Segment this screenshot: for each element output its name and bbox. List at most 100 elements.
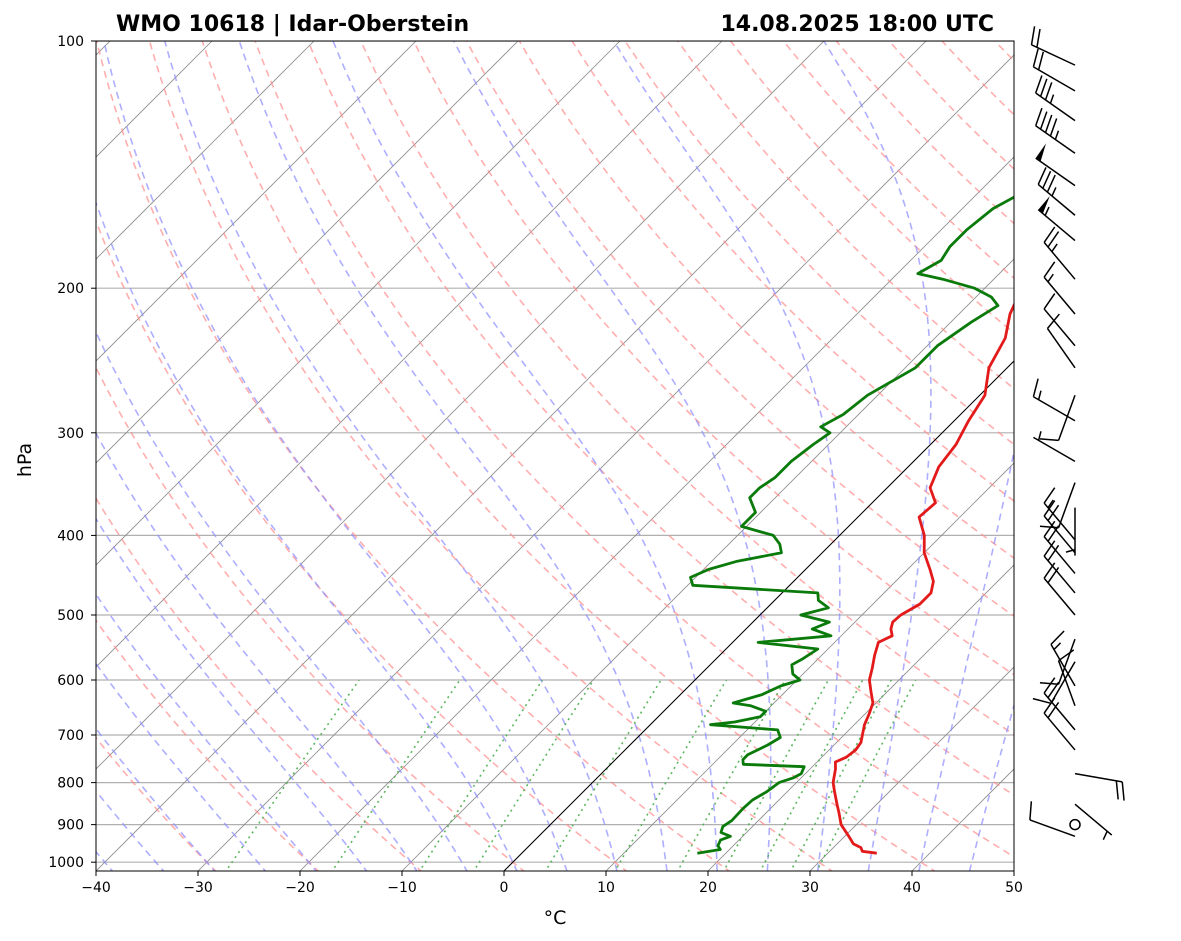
wind-barb	[1039, 394, 1076, 442]
wind-barb	[1037, 167, 1076, 216]
wind-barb	[1074, 772, 1125, 801]
x-tick-label: −20	[285, 880, 315, 896]
wind-barb	[1032, 661, 1076, 705]
isotherm-line	[96, 41, 927, 871]
y-tick-label: 500	[57, 608, 84, 624]
wind-barb	[1043, 500, 1076, 554]
dry-adiabat-line	[307, 41, 1014, 796]
mixing-ratio-line	[676, 679, 786, 871]
dry-adiabat-line	[96, 365, 526, 871]
wind-barb	[1035, 143, 1076, 187]
moist-adiabat-line	[96, 662, 267, 871]
chart-title-station: WMO 10618 | Idar-Oberstein	[116, 12, 469, 37]
dry-adiabat-line	[677, 41, 1014, 390]
moist-adiabat-line	[96, 789, 165, 871]
y-axis-ticks: 1000 900 800 700 600 500 400 300 200 100	[48, 34, 96, 871]
mixing-ratio-line	[614, 679, 728, 871]
mixing-ratio-line	[224, 679, 360, 871]
dry-adiabat-line	[835, 41, 1014, 225]
x-tick-label: 40	[903, 880, 921, 896]
x-axis-label: °C	[544, 907, 567, 929]
wind-barb	[1034, 107, 1076, 154]
wind-barb	[1043, 562, 1076, 616]
isotherm-line	[197, 54, 1014, 871]
mixing-ratio-line	[418, 679, 544, 871]
moist-adiabat-line	[96, 592, 318, 871]
mixing-ratio-line	[789, 679, 892, 871]
y-tick-label: 800	[57, 776, 84, 792]
dry-adiabat-line	[96, 41, 731, 871]
plot-frame	[95, 40, 1015, 872]
moist-adiabat-line	[164, 41, 618, 871]
dry-adiabat-line	[96, 619, 320, 871]
y-tick-label: 100	[57, 34, 84, 50]
dry-adiabat-line	[201, 41, 937, 871]
wind-barb	[1043, 697, 1076, 751]
wind-barb	[1043, 226, 1076, 280]
moist-adiabat-line	[238, 41, 668, 871]
x-axis-ticks: −40 −30 −20 −10 0 10 20 30 40 50	[81, 871, 1023, 896]
moist-adiabat-line	[96, 431, 418, 871]
chart-title-time: 14.08.2025 18:00 UTC	[720, 12, 994, 37]
x-tick-label: 30	[801, 880, 819, 896]
dewpoint-profile-line	[689, 195, 1014, 855]
dry-adiabat-line	[941, 41, 1014, 116]
dry-adiabats	[96, 41, 1014, 871]
wind-barb	[1039, 638, 1076, 685]
mixing-ratio-line	[331, 679, 461, 871]
wind-barb	[1043, 677, 1076, 731]
wind-barb	[1032, 378, 1076, 422]
wind-barb	[1037, 195, 1076, 242]
wind-barb	[1030, 26, 1076, 66]
moist-adiabat-line	[823, 41, 932, 871]
isotherm-line	[605, 462, 1014, 871]
wind-barb	[1069, 818, 1081, 831]
x-tick-label: −40	[81, 880, 111, 896]
wind-barb	[1043, 261, 1076, 315]
isotherm-line	[1107, 23, 1181, 880]
sounding-profiles	[689, 195, 1014, 855]
moist-adiabat-line	[613, 41, 841, 871]
y-tick-label: 1000	[48, 855, 84, 871]
wind-barb	[1046, 313, 1076, 369]
y-tick-label: 900	[57, 818, 84, 834]
y-tick-label: 200	[57, 281, 84, 297]
x-tick-label: −10	[387, 880, 417, 896]
wind-barb	[1029, 801, 1076, 838]
isotherm-line	[299, 156, 1014, 871]
moist-adiabat-line	[332, 41, 718, 871]
isotherm-line	[96, 41, 621, 566]
dry-adiabat-line	[96, 496, 423, 871]
dry-adiabat-line	[254, 41, 1014, 858]
temperature-profile-line	[831, 301, 1014, 855]
zero-isotherm-line	[503, 360, 1014, 871]
isotherm-line	[1013, 870, 1014, 871]
isotherm-line	[96, 41, 723, 668]
dry-adiabat-line	[360, 41, 1014, 736]
x-tick-label: 50	[1005, 880, 1023, 896]
pressure-gridlines	[96, 41, 1014, 863]
y-tick-label: 700	[57, 728, 84, 744]
dry-adiabat-line	[782, 41, 1014, 280]
x-tick-label: −30	[183, 880, 213, 896]
wind-barb	[1043, 520, 1076, 574]
wind-barb	[1074, 803, 1113, 841]
x-tick-label: 10	[597, 880, 615, 896]
x-tick-label: 20	[699, 880, 717, 896]
moist-adiabat-line	[96, 727, 216, 871]
wind-barbs	[1029, 26, 1125, 841]
dry-adiabat-line	[96, 219, 628, 871]
dry-adiabat-line	[624, 41, 1014, 446]
x-tick-label: 0	[500, 880, 509, 896]
mixing-ratio-lines	[224, 679, 917, 871]
moist-adiabat-line	[968, 702, 1014, 871]
wind-barb	[1034, 75, 1076, 122]
isotherm-line	[96, 41, 417, 362]
wind-barb	[1057, 649, 1076, 707]
wind-barb	[1043, 540, 1076, 594]
wind-barb	[1033, 431, 1076, 463]
moist-adiabat-line	[96, 517, 368, 871]
wind-barb	[1032, 48, 1076, 92]
isotherm-line	[707, 564, 1014, 871]
